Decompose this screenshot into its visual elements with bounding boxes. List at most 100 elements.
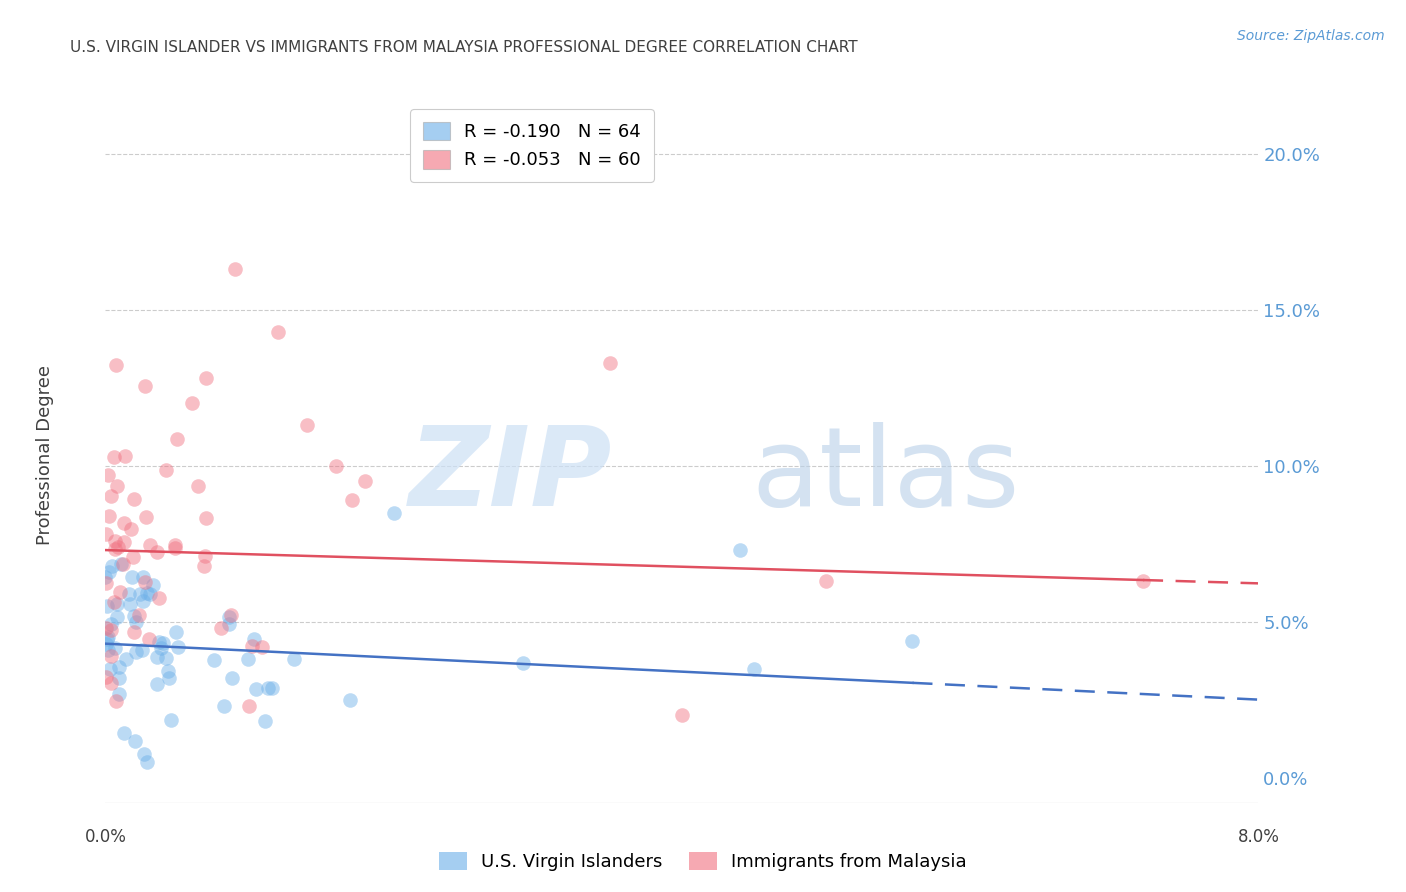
Point bbox=[224, 262, 246, 277]
Point bbox=[245, 681, 267, 696]
Point bbox=[100, 623, 122, 637]
Point bbox=[112, 558, 135, 572]
Point bbox=[1132, 574, 1154, 589]
Point bbox=[94, 637, 117, 651]
Point bbox=[156, 664, 179, 678]
Point bbox=[297, 418, 319, 433]
Point bbox=[260, 681, 283, 695]
Point bbox=[152, 636, 174, 650]
Point bbox=[139, 538, 162, 552]
Point bbox=[243, 632, 266, 647]
Point bbox=[163, 538, 186, 552]
Point bbox=[104, 641, 127, 656]
Text: 0.0%: 0.0% bbox=[84, 828, 127, 846]
Point bbox=[728, 543, 751, 558]
Text: Professional Degree: Professional Degree bbox=[37, 365, 55, 545]
Text: U.S. VIRGIN ISLANDER VS IMMIGRANTS FROM MALAYSIA PROFESSIONAL DEGREE CORRELATION: U.S. VIRGIN ISLANDER VS IMMIGRANTS FROM … bbox=[70, 40, 858, 55]
Point bbox=[105, 694, 128, 708]
Point bbox=[100, 617, 122, 632]
Point bbox=[157, 671, 180, 685]
Point bbox=[139, 587, 162, 601]
Point bbox=[107, 610, 129, 624]
Point bbox=[155, 651, 177, 665]
Point bbox=[181, 396, 204, 410]
Point bbox=[512, 656, 534, 670]
Point bbox=[202, 653, 225, 667]
Point bbox=[131, 594, 153, 608]
Point bbox=[253, 714, 276, 729]
Legend: U.S. Virgin Islanders, Immigrants from Malaysia: U.S. Virgin Islanders, Immigrants from M… bbox=[432, 845, 974, 879]
Point bbox=[104, 359, 127, 373]
Point bbox=[98, 662, 121, 676]
Point bbox=[160, 713, 183, 727]
Point bbox=[193, 559, 215, 574]
Point bbox=[101, 559, 124, 574]
Point bbox=[97, 643, 120, 657]
Point bbox=[122, 609, 145, 624]
Point bbox=[218, 616, 240, 631]
Point bbox=[107, 541, 129, 555]
Point bbox=[135, 586, 157, 600]
Point bbox=[138, 632, 160, 647]
Point bbox=[195, 511, 218, 525]
Point bbox=[105, 479, 128, 493]
Point bbox=[901, 633, 924, 648]
Point bbox=[112, 516, 135, 530]
Point bbox=[339, 692, 361, 706]
Point bbox=[105, 597, 128, 611]
Point bbox=[221, 671, 243, 685]
Point bbox=[121, 570, 143, 584]
Point bbox=[382, 506, 405, 520]
Point bbox=[150, 641, 173, 656]
Point bbox=[97, 630, 120, 644]
Text: atlas: atlas bbox=[751, 422, 1019, 529]
Point bbox=[124, 624, 146, 639]
Point bbox=[94, 621, 117, 635]
Point bbox=[257, 681, 280, 695]
Point bbox=[103, 595, 125, 609]
Point bbox=[112, 534, 135, 549]
Point bbox=[238, 698, 260, 713]
Point bbox=[124, 491, 146, 506]
Point bbox=[98, 565, 121, 579]
Point bbox=[97, 468, 120, 483]
Point bbox=[128, 608, 150, 623]
Point bbox=[97, 509, 120, 524]
Point bbox=[94, 570, 117, 584]
Point bbox=[166, 432, 188, 446]
Point bbox=[125, 615, 148, 629]
Point bbox=[146, 650, 169, 665]
Point bbox=[165, 541, 187, 555]
Point bbox=[103, 450, 125, 464]
Point bbox=[252, 640, 274, 654]
Point bbox=[100, 648, 122, 663]
Point bbox=[108, 660, 131, 674]
Point bbox=[134, 575, 156, 590]
Point bbox=[240, 640, 263, 654]
Point bbox=[104, 542, 127, 557]
Point bbox=[125, 645, 148, 659]
Point bbox=[671, 708, 693, 723]
Point bbox=[135, 756, 157, 770]
Point bbox=[131, 642, 153, 657]
Point bbox=[142, 578, 165, 592]
Point bbox=[124, 734, 146, 748]
Point bbox=[194, 549, 217, 563]
Point bbox=[129, 587, 152, 601]
Point bbox=[340, 492, 363, 507]
Point bbox=[354, 475, 377, 489]
Point bbox=[94, 670, 117, 684]
Point bbox=[742, 662, 765, 676]
Point bbox=[165, 624, 187, 639]
Point bbox=[209, 621, 232, 635]
Point bbox=[195, 371, 218, 385]
Point bbox=[108, 671, 131, 685]
Point bbox=[112, 725, 135, 739]
Point bbox=[218, 610, 240, 624]
Point bbox=[238, 651, 260, 665]
Point bbox=[325, 458, 347, 473]
Text: ZIP: ZIP bbox=[409, 422, 613, 529]
Point bbox=[114, 449, 136, 463]
Point bbox=[131, 570, 153, 584]
Point bbox=[96, 632, 118, 647]
